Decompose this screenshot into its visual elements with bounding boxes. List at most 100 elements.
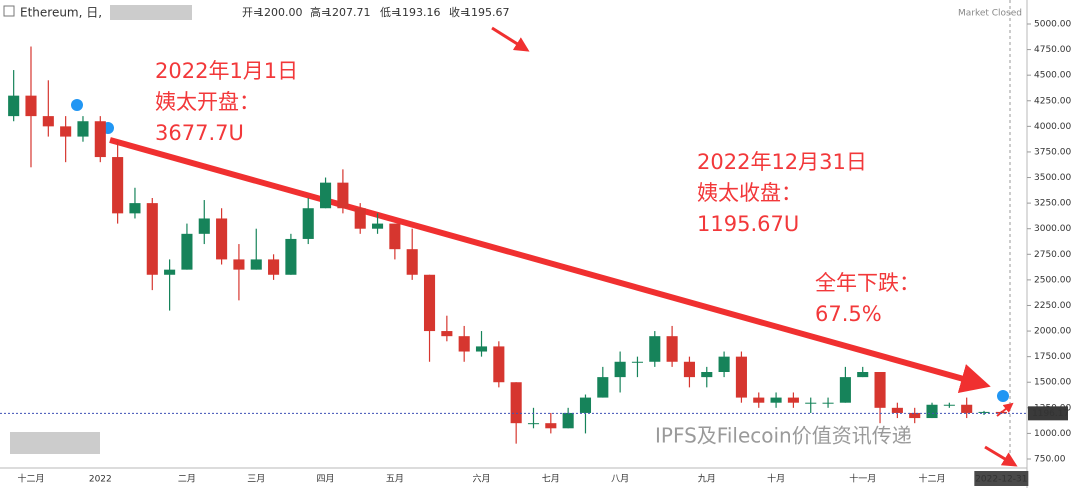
candle-body xyxy=(198,218,210,234)
candle-body xyxy=(268,259,280,275)
x-tick-label: 十一月 xyxy=(849,473,876,485)
last-price-label: 1196.17 xyxy=(1032,409,1069,419)
candle-body xyxy=(354,208,366,229)
p-marker[interactable] xyxy=(71,99,83,111)
open-label: 开= xyxy=(242,6,262,19)
candle-body xyxy=(458,336,470,352)
y-tick-label: 1000.00 xyxy=(1034,429,1071,439)
x-tick-label: 五月 xyxy=(386,474,404,485)
high-value: 1207.71 xyxy=(325,6,371,19)
candle-body xyxy=(683,361,695,378)
candle-body xyxy=(631,361,644,363)
last-price-box xyxy=(1028,406,1068,421)
y-tick-label: 4750.00 xyxy=(1034,45,1071,55)
x-tick-label: 四月 xyxy=(317,474,335,485)
candle-body xyxy=(250,259,262,270)
time-label-box xyxy=(974,471,1029,486)
x-tick-label: 十二月 xyxy=(919,473,946,485)
candle-body xyxy=(579,397,592,413)
candle-body xyxy=(753,397,765,403)
candle-body xyxy=(112,157,124,214)
annotation: 3677.7U xyxy=(155,121,244,145)
low-value: 1193.16 xyxy=(395,6,441,19)
candle-body xyxy=(146,203,158,275)
y-tick-label: 3500.00 xyxy=(1034,173,1071,183)
close-value: 1195.67 xyxy=(464,6,510,19)
y-tick-label: 4250.00 xyxy=(1034,96,1071,106)
candle-body xyxy=(320,182,332,209)
high-label: 高= xyxy=(310,5,330,19)
y-tick-label: 3250.00 xyxy=(1034,199,1071,209)
candle-body xyxy=(978,411,990,413)
blurred-region xyxy=(10,432,100,454)
market-status: Market Closed xyxy=(958,9,1022,19)
collapse-icon[interactable] xyxy=(3,5,15,17)
x-tick-label: 六月 xyxy=(473,473,491,485)
candle-body xyxy=(926,404,938,419)
annotation: 姨太收盘： xyxy=(697,181,802,205)
annotation: 67.5% xyxy=(815,302,882,326)
p-marker[interactable] xyxy=(997,390,1009,402)
candle-body xyxy=(389,223,401,250)
candle-body xyxy=(493,346,505,383)
candle-body xyxy=(527,423,540,425)
y-tick-label: 3000.00 xyxy=(1034,224,1071,234)
candle-body xyxy=(545,423,557,429)
candle-body xyxy=(805,402,817,404)
candle-body xyxy=(735,356,747,398)
candle-body xyxy=(961,404,973,413)
candle-body xyxy=(666,336,678,362)
candle-body xyxy=(614,361,626,378)
candle-body xyxy=(94,121,106,158)
candle-body xyxy=(649,336,661,362)
y-tick-label: 1750.00 xyxy=(1034,352,1071,362)
y-tick-label: 4500.00 xyxy=(1034,71,1071,81)
blurred-region xyxy=(110,5,192,20)
candle-body xyxy=(891,407,903,413)
candle-body xyxy=(839,377,851,403)
pointer-arrow xyxy=(996,402,1014,417)
y-tick-label: 2000.00 xyxy=(1034,327,1071,337)
candle-body xyxy=(164,269,176,275)
annotation: 1195.67U xyxy=(697,212,799,236)
candle-body xyxy=(874,372,886,408)
pointer-arrow xyxy=(491,26,530,52)
candle-body xyxy=(77,121,89,137)
candle-body xyxy=(60,126,72,137)
candle-body xyxy=(42,116,54,127)
candle-body xyxy=(909,412,921,419)
x-tick-label: 八月 xyxy=(611,474,629,485)
candle-body xyxy=(423,274,436,332)
x-tick-label: 2022 xyxy=(89,475,112,485)
candle-body xyxy=(233,259,245,270)
candle-body xyxy=(25,95,37,117)
x-tick-label: 十月 xyxy=(767,473,785,485)
annotation: 2022年12月31日 xyxy=(697,150,867,174)
candle-body xyxy=(597,377,609,398)
candle-body xyxy=(562,412,574,429)
x-tick-label: 九月 xyxy=(698,474,716,485)
header: Ethereum, 日, 开= 1200.00 高= 1207.71 低= 11… xyxy=(20,5,1022,20)
candle-body xyxy=(285,238,297,275)
candle-body xyxy=(371,223,384,229)
candle-body xyxy=(770,397,782,403)
trend-arrow xyxy=(109,137,991,393)
candle-body xyxy=(441,331,453,337)
x-tick-label: 七月 xyxy=(542,474,560,485)
candle-body xyxy=(701,372,713,378)
candle-body xyxy=(406,249,418,275)
annotation: 姨太开盘： xyxy=(155,90,260,114)
candle-body xyxy=(475,346,488,352)
annotation: 2022年1月1日 xyxy=(155,59,298,83)
y-tick-label: 2250.00 xyxy=(1034,301,1071,311)
y-tick-label: 2750.00 xyxy=(1034,250,1071,260)
y-tick-label: 1500.00 xyxy=(1034,378,1071,388)
candle-body xyxy=(337,182,349,209)
candle-body xyxy=(995,411,1007,414)
close-label: 收= xyxy=(449,5,469,19)
y-tick-label: 2500.00 xyxy=(1034,275,1071,285)
candle-body xyxy=(129,203,141,214)
y-tick-label: 3750.00 xyxy=(1034,147,1071,157)
candle-body xyxy=(302,208,314,239)
